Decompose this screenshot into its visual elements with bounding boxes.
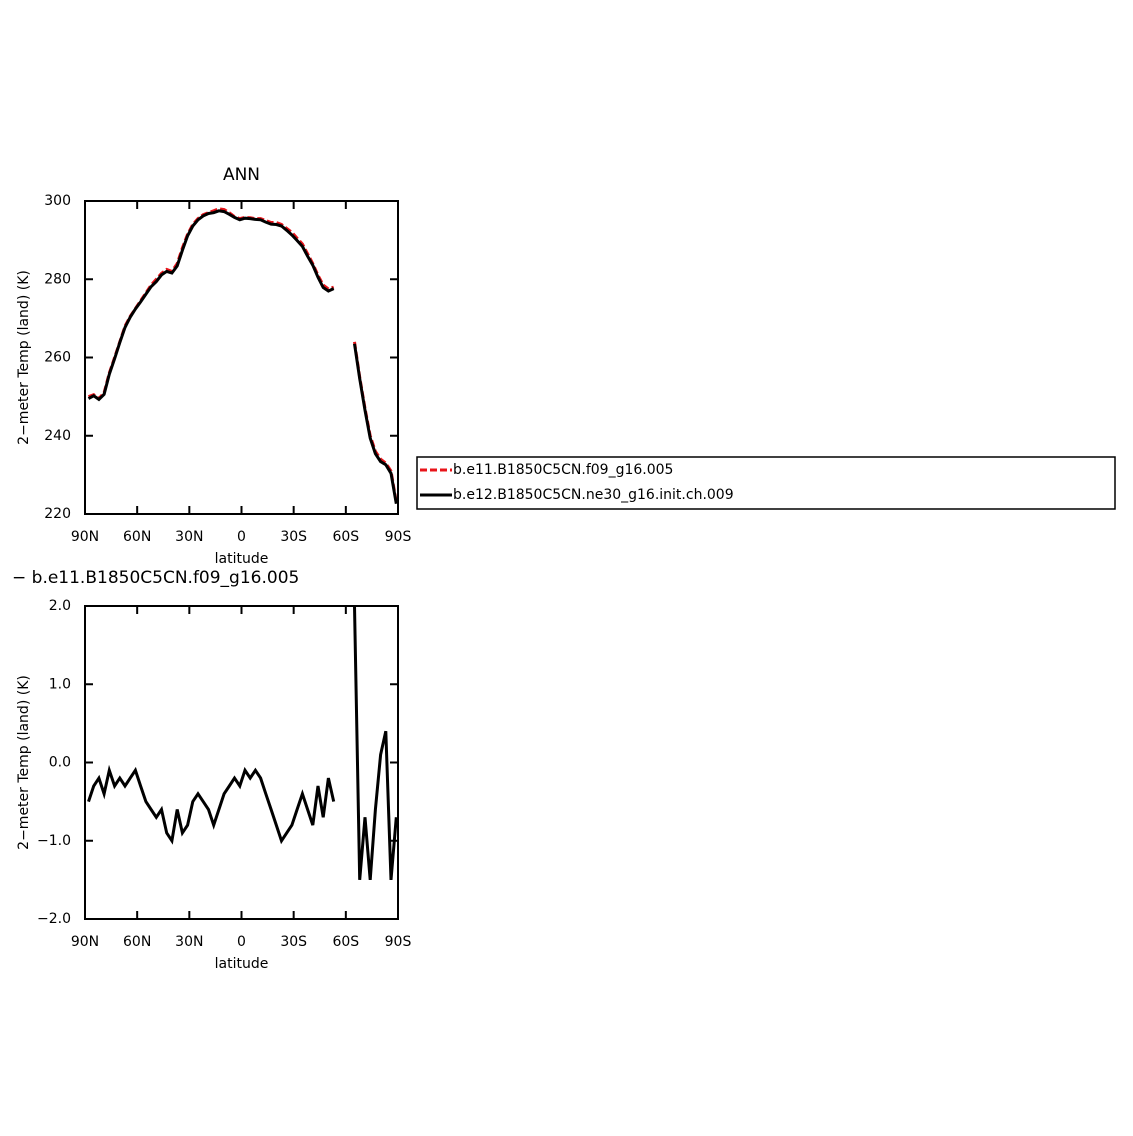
y-tick-label: 240 [44,428,71,444]
y-tick-label: 280 [44,271,71,287]
x-tick-label: 90N [71,529,99,545]
legend-label: b.e11.B1850C5CN.f09_g16.005 [453,462,673,478]
plot-frame [84,605,399,920]
y-axis-label: 2−meter Temp (land) (K) [16,270,32,445]
chart-title: ANN [223,165,260,185]
y-tick-label: 2.0 [49,598,71,614]
chart-title: − b.e11.B1850C5CN.f09_g16.005 [12,568,299,588]
x-tick-label: 90S [385,529,412,545]
x-axis-label: latitude [215,956,269,972]
legend-label: b.e12.B1850C5CN.ne30_g16.init.ch.009 [453,487,734,503]
y-tick-label: 300 [44,193,71,209]
x-tick-label: 60S [332,529,359,545]
data-line [87,207,398,503]
x-tick-label: 0 [237,934,246,950]
x-tick-label: 90N [71,934,99,950]
x-tick-label: 0 [237,529,246,545]
data-line [87,209,398,505]
y-tick-label: 220 [44,506,71,522]
y-axis-label: 2−meter Temp (land) (K) [16,675,32,850]
y-tick-label: −2.0 [37,911,71,927]
x-tick-label: 30S [280,529,307,545]
x-tick-label: 30S [280,934,307,950]
x-tick-label: 30N [175,529,203,545]
x-axis-label: latitude [215,551,269,567]
x-tick-label: 60S [332,934,359,950]
y-tick-label: −1.0 [37,833,71,849]
legend-box [416,456,1116,510]
x-tick-label: 60N [123,529,151,545]
y-tick-label: 1.0 [49,676,71,692]
x-tick-label: 60N [123,934,151,950]
y-tick-label: 260 [44,350,71,366]
plot-frame [84,200,399,515]
data-line [87,606,398,881]
y-tick-label: 0.0 [49,755,71,771]
x-tick-label: 30N [175,934,203,950]
x-tick-label: 90S [385,934,412,950]
